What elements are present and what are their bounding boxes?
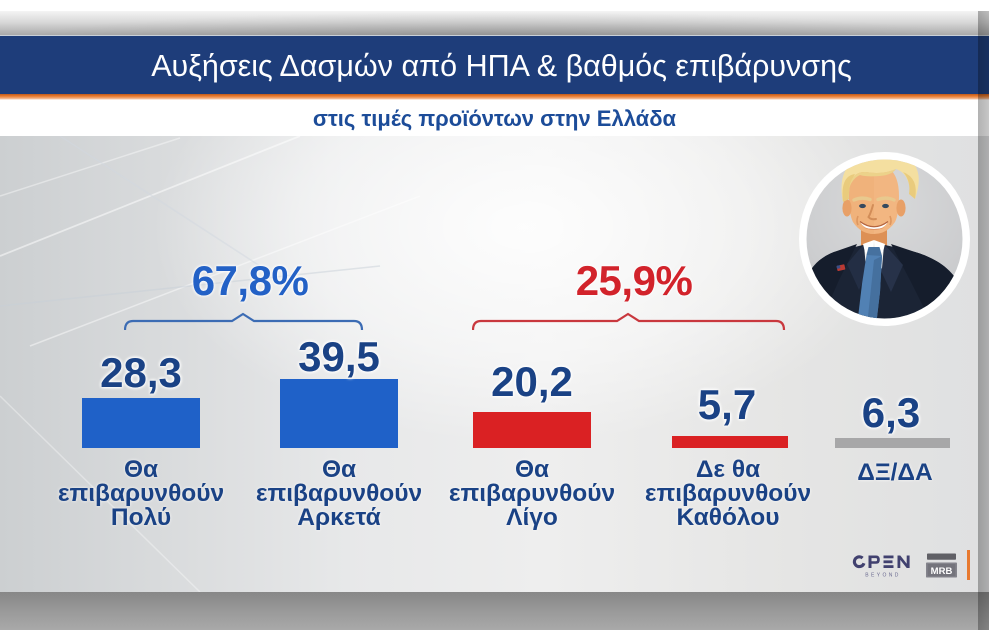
svg-text:BEYOND: BEYOND [865,573,901,579]
svg-text:MRB: MRB [931,566,953,577]
